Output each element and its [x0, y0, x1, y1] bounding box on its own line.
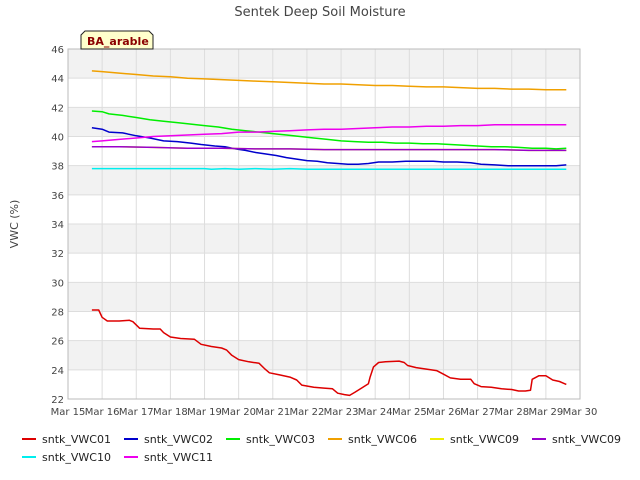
legend-item: sntk_VWC11: [124, 451, 213, 464]
chart-title: Sentek Deep Soil Moisture: [234, 5, 405, 20]
x-axis: Mar 15 Mar 16 Mar 17 Mar 18 Mar 19 Mar 20 Mar …: [51, 407, 598, 418]
plot-bands: [68, 49, 580, 370]
series-line-sntk_VWC06: [91, 70, 567, 91]
y-axis-label: VWC (%): [8, 200, 21, 249]
series-line-sntk_VWC03: [91, 110, 567, 150]
x-tick-label: Mar 23: [324, 407, 359, 418]
legend-label: sntk_VWC01: [42, 433, 111, 446]
legend-item: sntk_VWC09: [430, 433, 519, 446]
legend-item: sntk_VWC01: [22, 433, 111, 446]
legend-label: sntk_VWC09: [552, 433, 621, 446]
legend: sntk_VWC01 sntk_VWC02 sntk_VWC03 sntk_VWC06…: [22, 433, 621, 464]
x-tick-label: Mar 29: [528, 407, 563, 418]
y-tick-label: 30: [51, 278, 64, 289]
y-tick-label: 24: [51, 366, 64, 377]
x-tick-label: Mar 22: [290, 407, 325, 418]
x-tick-label: Mar 26: [426, 407, 461, 418]
x-tick-label: Mar 28: [494, 407, 529, 418]
x-tick-label: Mar 21: [255, 407, 290, 418]
legend-item: sntk_VWC10: [22, 451, 111, 464]
series-line-sntk_VWC01: [91, 309, 567, 397]
series-line-sntk_VWC10: [91, 167, 567, 171]
y-axis: 22 24 26 28 30 32 34 36 38 40 42 44 46: [51, 45, 64, 406]
y-tick-label: 38: [51, 162, 64, 173]
y-tick-label: 26: [51, 337, 64, 348]
y-tick-label: 28: [51, 308, 64, 319]
x-tick-label: Mar 16: [85, 407, 120, 418]
series-layer: [91, 70, 567, 397]
badge-shape: [80, 30, 154, 50]
series-line-sntk_VWC09: [91, 145, 567, 152]
x-tick-label: Mar 18: [153, 407, 188, 418]
plot-frame: [67, 48, 581, 400]
legend-item: sntk_VWC03: [226, 433, 315, 446]
y-tick-label: 34: [51, 220, 64, 231]
x-tick-label: Mar 27: [460, 407, 495, 418]
site-badge: BA_arable: [80, 30, 154, 50]
badge-text: BA_arable: [87, 35, 149, 48]
legend-label: sntk_VWC03: [246, 433, 315, 446]
x-tick-label: Mar 19: [187, 407, 222, 418]
legend-label: sntk_VWC10: [42, 451, 111, 464]
legend-label: sntk_VWC11: [144, 451, 213, 464]
legend-item: sntk_VWC06: [328, 433, 417, 446]
series-line-sntk_VWC11: [91, 124, 567, 143]
y-tick-label: 32: [51, 249, 64, 260]
x-tick-label: Mar 24: [358, 407, 393, 418]
y-tick-label: 42: [51, 103, 64, 114]
x-tick-label: Mar 30: [563, 407, 598, 418]
y-tick-label: 46: [51, 45, 64, 56]
gridlines: [67, 48, 581, 400]
x-tick-label: Mar 15: [51, 407, 86, 418]
legend-item: sntk_VWC02: [124, 433, 213, 446]
plot-band: [68, 49, 580, 79]
x-tick-label: Mar 25: [392, 407, 427, 418]
x-tick-label: Mar 20: [221, 407, 256, 418]
y-tick-label: 22: [51, 395, 64, 406]
legend-label: sntk_VWC06: [348, 433, 417, 446]
legend-label: sntk_VWC02: [144, 433, 213, 446]
series-line-sntk_VWC02: [91, 127, 567, 167]
y-tick-label: 40: [51, 133, 64, 144]
y-tick-label: 44: [51, 74, 64, 85]
plot-band: [68, 282, 580, 312]
plot-band: [68, 340, 580, 370]
y-tick-label: 36: [51, 191, 64, 202]
plot-band: [68, 165, 580, 195]
plot-band: [68, 224, 580, 254]
legend-label: sntk_VWC09: [450, 433, 519, 446]
plot-band: [68, 107, 580, 137]
x-tick-label: Mar 17: [119, 407, 154, 418]
legend-item: sntk_VWC09: [532, 433, 621, 446]
